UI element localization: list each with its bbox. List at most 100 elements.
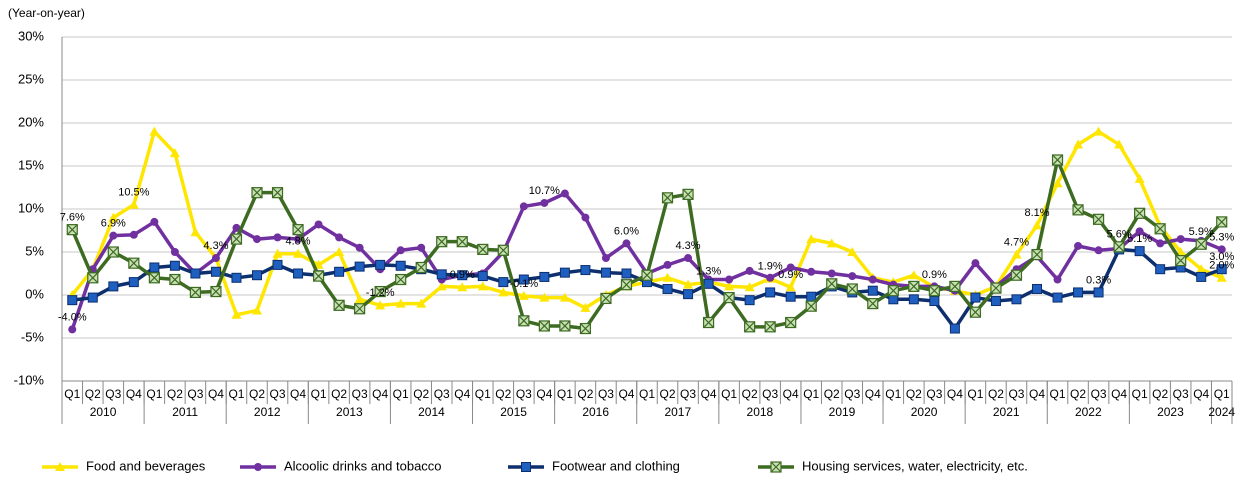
marker bbox=[333, 299, 345, 311]
marker bbox=[805, 300, 817, 312]
x-tick-label: Q4 bbox=[701, 387, 717, 401]
marker bbox=[272, 248, 283, 258]
marker bbox=[498, 287, 509, 297]
marker bbox=[949, 280, 961, 292]
y-axis-label: (Year-on-year) bbox=[8, 6, 85, 20]
y-tick-label: 30% bbox=[18, 28, 44, 43]
marker bbox=[1156, 239, 1165, 248]
marker bbox=[770, 461, 782, 473]
marker bbox=[1216, 264, 1227, 275]
marker-cross bbox=[477, 243, 489, 255]
marker bbox=[745, 266, 754, 275]
marker-cross bbox=[846, 283, 858, 295]
series-line bbox=[70, 158, 1224, 331]
marker bbox=[970, 292, 981, 303]
marker bbox=[149, 126, 160, 136]
marker bbox=[581, 213, 590, 222]
marker bbox=[456, 236, 468, 248]
x-tick-label: Q1 bbox=[146, 387, 162, 401]
marker bbox=[1216, 216, 1228, 228]
marker bbox=[990, 296, 1001, 307]
marker-cross bbox=[805, 300, 817, 312]
marker bbox=[806, 234, 817, 244]
x-tick-label: Q1 bbox=[885, 387, 901, 401]
marker bbox=[55, 462, 65, 471]
marker bbox=[1052, 178, 1063, 188]
marker bbox=[128, 199, 139, 209]
marker bbox=[518, 315, 530, 327]
x-tick-label: Q4 bbox=[126, 387, 142, 401]
marker-cross bbox=[415, 262, 427, 273]
data-label: 5.9% bbox=[1189, 226, 1214, 238]
x-tick-label: Q1 bbox=[803, 387, 819, 401]
x-group-label: 2014 bbox=[418, 405, 445, 419]
marker-cross bbox=[600, 293, 612, 304]
marker bbox=[785, 316, 797, 329]
x-tick-label: Q3 bbox=[270, 387, 286, 401]
marker-cross bbox=[826, 278, 838, 290]
marker-cross bbox=[1134, 207, 1146, 219]
marker bbox=[1053, 275, 1062, 284]
marker bbox=[601, 254, 610, 263]
x-tick-label: Q2 bbox=[742, 387, 758, 401]
y-tick-label: 20% bbox=[18, 114, 44, 129]
marker-cross bbox=[785, 317, 797, 328]
marker bbox=[846, 283, 858, 295]
marker bbox=[417, 243, 426, 252]
marker-cross bbox=[723, 292, 735, 304]
marker-cross bbox=[169, 274, 181, 285]
x-tick-label: Q1 bbox=[1214, 387, 1230, 401]
marker bbox=[334, 247, 345, 256]
marker bbox=[231, 272, 242, 283]
y-tick-label: 5% bbox=[25, 243, 44, 258]
marker bbox=[1217, 245, 1226, 254]
data-label: 6.0% bbox=[614, 225, 639, 237]
marker-cross bbox=[764, 321, 776, 333]
x-tick-label: Q2 bbox=[331, 387, 347, 401]
data-label: 4.8% bbox=[286, 236, 311, 248]
marker-cross bbox=[189, 286, 201, 298]
y-tick-label: -5% bbox=[21, 329, 45, 344]
marker bbox=[189, 286, 202, 299]
marker bbox=[395, 260, 406, 271]
data-label: 10.5% bbox=[118, 187, 149, 199]
marker bbox=[273, 233, 282, 242]
marker bbox=[190, 268, 201, 279]
marker bbox=[622, 239, 631, 248]
marker bbox=[1114, 139, 1125, 149]
marker bbox=[1072, 204, 1084, 216]
marker bbox=[169, 273, 181, 286]
marker bbox=[334, 266, 345, 277]
marker bbox=[661, 192, 674, 204]
marker-cross bbox=[128, 257, 140, 269]
marker-cross bbox=[1011, 269, 1022, 281]
marker bbox=[1032, 220, 1042, 230]
marker bbox=[416, 298, 427, 308]
marker bbox=[908, 294, 919, 305]
legend-label: Alcoolic drinks and tobacco bbox=[284, 458, 442, 473]
marker bbox=[1175, 255, 1187, 267]
marker bbox=[786, 263, 795, 272]
marker-cross bbox=[887, 285, 899, 297]
data-label: 10.7% bbox=[529, 185, 560, 197]
marker bbox=[1031, 248, 1043, 261]
marker-cross bbox=[770, 461, 782, 473]
y-tick-label: -10% bbox=[14, 372, 45, 387]
data-label: 0.9% bbox=[450, 269, 475, 281]
marker bbox=[129, 230, 138, 239]
marker bbox=[87, 292, 98, 303]
marker bbox=[335, 233, 344, 242]
marker bbox=[1093, 126, 1104, 136]
marker-cross bbox=[374, 286, 386, 297]
x-tick-label: Q4 bbox=[290, 387, 306, 401]
marker bbox=[87, 272, 99, 284]
marker bbox=[928, 285, 940, 297]
marker bbox=[1154, 223, 1166, 235]
marker-cross bbox=[682, 188, 694, 200]
y-tick-label: 25% bbox=[18, 71, 44, 86]
x-tick-label: Q3 bbox=[1173, 387, 1189, 401]
marker bbox=[1052, 292, 1063, 303]
x-group-label: 2021 bbox=[993, 405, 1020, 419]
x-tick-label: Q4 bbox=[783, 387, 799, 401]
marker bbox=[149, 262, 160, 273]
